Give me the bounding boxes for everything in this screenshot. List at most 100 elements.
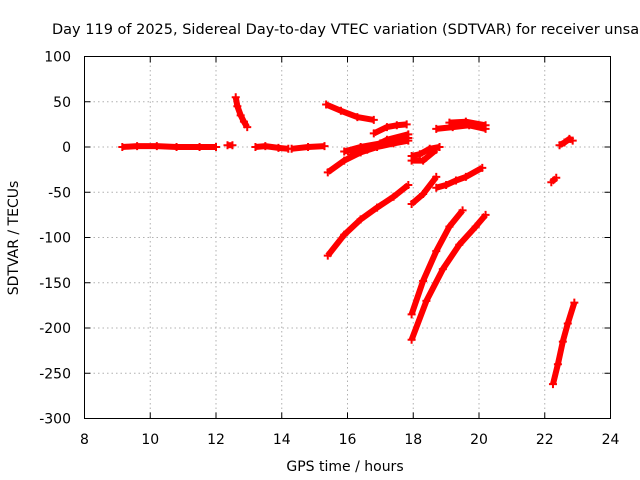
data-point: [243, 123, 252, 132]
series-track-11: [323, 181, 413, 260]
data-point: [553, 360, 562, 369]
series-track-14: [407, 172, 441, 209]
series-track-3: [231, 93, 252, 132]
data-point: [369, 115, 378, 124]
data-point: [363, 145, 372, 154]
data-point: [445, 118, 454, 127]
data-point: [340, 156, 349, 165]
data-point: [570, 298, 579, 307]
data-point: [458, 206, 467, 215]
series-track-21: [555, 134, 577, 150]
data-point: [547, 178, 556, 187]
series-track-1: [118, 142, 220, 151]
x-tick-labels: 8 10 12 14 16 18 20 22 24: [80, 432, 619, 448]
y-tick-label: 0: [62, 140, 71, 156]
data-point: [382, 135, 391, 144]
data-series: [118, 93, 579, 389]
series-track-20: [547, 173, 561, 187]
data-point: [404, 130, 413, 139]
data-point: [407, 310, 416, 319]
data-point: [195, 143, 204, 151]
chart-title: Day 119 of 2025, Sidereal Day-to-day VTE…: [52, 22, 639, 38]
data-point: [461, 172, 470, 181]
data-point: [287, 144, 296, 153]
series-line: [408, 212, 488, 341]
data-point: [239, 117, 248, 126]
series-track-18: [407, 206, 467, 319]
data-point: [251, 143, 260, 151]
series-track-10: [369, 120, 411, 138]
data-point: [432, 183, 441, 192]
data-point: [304, 143, 313, 151]
data-point: [419, 190, 428, 199]
series-line: [325, 182, 411, 258]
x-tick-label: 24: [602, 432, 620, 448]
data-point: [118, 143, 127, 151]
x-tick-label: 10: [141, 432, 159, 448]
series-line: [350, 131, 410, 158]
series-track-2: [223, 141, 237, 150]
data-point: [471, 222, 480, 231]
data-point: [261, 142, 270, 151]
series-track-6: [322, 100, 378, 124]
series-line: [324, 101, 375, 123]
data-point: [274, 143, 283, 152]
y-tick-label: -50: [48, 185, 71, 201]
data-point: [438, 265, 447, 274]
data-point: [323, 251, 332, 260]
series-line: [435, 122, 487, 132]
data-point: [382, 123, 391, 132]
data-point: [558, 337, 567, 346]
series-line: [408, 208, 465, 316]
data-point: [323, 168, 332, 177]
data-point: [340, 230, 349, 239]
data-point: [373, 203, 382, 212]
x-tick-label: 22: [536, 432, 554, 448]
series-line: [255, 143, 289, 152]
data-point: [445, 222, 454, 231]
data-point: [322, 100, 331, 109]
data-point: [407, 200, 416, 209]
data-point: [353, 113, 362, 122]
data-point: [415, 150, 424, 159]
y-tick-label: -200: [39, 321, 71, 337]
data-point: [369, 129, 378, 138]
x-axis-label: GPS time / hours: [286, 459, 403, 475]
data-point: [340, 147, 349, 156]
data-point: [320, 142, 329, 151]
data-point: [228, 141, 237, 150]
series-track-13: [407, 145, 441, 165]
series-track-22: [548, 298, 579, 389]
series-track-17: [445, 117, 490, 130]
series-track-5: [287, 142, 329, 153]
data-point: [402, 120, 411, 129]
data-point: [432, 172, 441, 181]
data-point: [442, 181, 451, 190]
x-tick-label: 14: [273, 432, 291, 448]
data-point: [481, 210, 490, 219]
data-point: [346, 150, 355, 159]
data-point: [455, 240, 464, 249]
data-point: [560, 138, 569, 147]
y-tick-label: -250: [39, 366, 71, 382]
axis-ticks: [84, 56, 611, 419]
data-point: [563, 319, 572, 328]
data-point: [432, 247, 441, 256]
data-point: [389, 192, 398, 201]
series-track-19: [407, 210, 490, 344]
data-point: [133, 142, 142, 151]
data-point: [481, 121, 490, 130]
data-point: [231, 93, 240, 102]
data-point: [407, 156, 416, 165]
data-point: [392, 121, 401, 130]
data-point: [432, 124, 441, 133]
x-tick-label: 12: [207, 432, 225, 448]
series-track-15: [432, 163, 487, 192]
series-track-9: [346, 130, 413, 159]
data-point: [555, 141, 564, 150]
data-point: [236, 111, 245, 120]
y-tick-label: 100: [44, 50, 71, 66]
data-point: [336, 106, 345, 115]
x-tick-label: 16: [339, 432, 357, 448]
